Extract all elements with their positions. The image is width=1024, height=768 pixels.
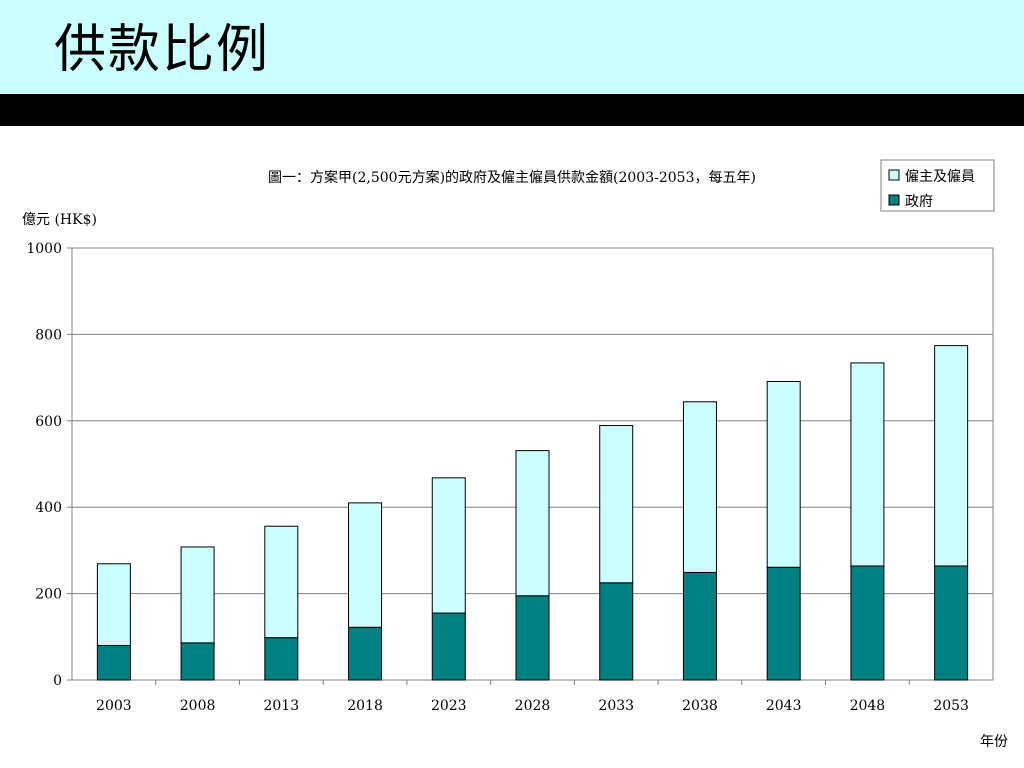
y-axis-ticks: 0 200 400 600 800 1000 <box>26 241 72 689</box>
y-tick-label: 0 <box>53 673 62 689</box>
bar-segment-employer-employee <box>264 525 299 639</box>
bar-segment-government <box>850 565 885 681</box>
x-tick-label: 2033 <box>598 698 634 714</box>
bars <box>96 345 969 681</box>
y-tick-label: 200 <box>35 587 62 603</box>
x-axis-label: 年份 <box>980 734 1008 750</box>
bar-segment-government <box>682 571 717 681</box>
slide-header: 供款比例 <box>0 0 1024 94</box>
x-tick-label: 2013 <box>263 698 299 714</box>
x-tick-label: 2018 <box>347 698 383 714</box>
bar-segment-employer-employee <box>934 345 969 567</box>
bar-segment-employer-employee <box>431 477 466 614</box>
x-tick-label: 2028 <box>515 698 551 714</box>
y-axis-label: 億元 (HK$) <box>22 212 97 228</box>
legend-swatch-employer-employee <box>888 169 900 181</box>
bar-segment-government <box>766 566 801 681</box>
y-tick-label: 400 <box>35 500 62 516</box>
bar-segment-employer-employee <box>348 502 383 628</box>
bar-segment-employer-employee <box>599 425 634 584</box>
bar-segment-government <box>96 644 131 681</box>
bar-segment-government <box>180 642 215 681</box>
bar-segment-employer-employee <box>515 450 550 597</box>
x-tick-label: 2003 <box>96 698 132 714</box>
bar-segment-government <box>431 612 466 681</box>
bar-segment-government <box>348 626 383 681</box>
bar-segment-government <box>515 595 550 681</box>
x-tick-label: 2043 <box>766 698 802 714</box>
x-tick-label: 2053 <box>933 698 969 714</box>
legend-box <box>880 159 995 212</box>
x-tick-label: 2048 <box>850 698 886 714</box>
slide-title: 供款比例 <box>54 20 271 80</box>
y-tick-label: 600 <box>35 414 62 430</box>
legend-swatch-government <box>888 194 900 206</box>
legend-label-government: 政府 <box>905 194 933 210</box>
x-tick-label: 2023 <box>431 698 467 714</box>
bar-segment-employer-employee <box>766 380 801 568</box>
bar-segment-government <box>264 637 299 681</box>
bar-segment-government <box>934 565 969 681</box>
bar-segment-government <box>599 582 634 681</box>
title-divider-bar <box>0 94 1024 126</box>
bar-segment-employer-employee <box>850 362 885 567</box>
bar-segment-employer-employee <box>682 401 717 573</box>
chart-legend: 僱主及僱員 政府 <box>880 159 995 212</box>
legend-label-employer-employee: 僱主及僱員 <box>905 169 975 185</box>
x-axis-ticks: 2003 2008 2013 2018 2023 2028 2033 2038 2043 2048… <box>96 680 969 714</box>
bar-segment-employer-employee <box>180 546 215 644</box>
x-tick-label: 2038 <box>682 698 718 714</box>
y-tick-label: 800 <box>35 327 62 343</box>
x-tick-label: 2008 <box>180 698 216 714</box>
y-tick-label: 1000 <box>26 241 62 257</box>
chart-title: 圖一：方案甲(2,500元方案)的政府及僱主僱員供款金額(2003-2053，每… <box>268 169 756 186</box>
bar-segment-employer-employee <box>96 563 131 646</box>
